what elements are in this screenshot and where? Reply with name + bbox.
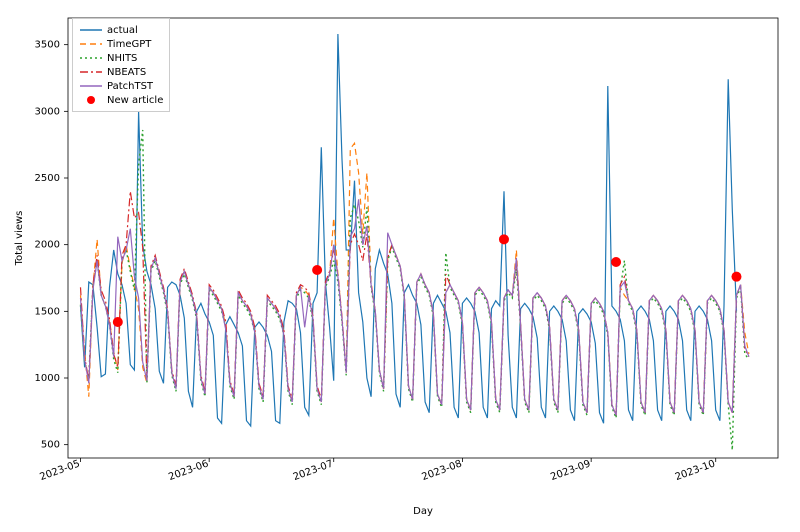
legend-item: PatchTST xyxy=(79,79,163,93)
svg-text:2023-09: 2023-09 xyxy=(549,458,592,483)
svg-text:Day: Day xyxy=(413,506,433,517)
legend-label: PatchTST xyxy=(107,81,153,92)
legend-item: NHITS xyxy=(79,51,163,65)
legend-swatch xyxy=(79,94,103,106)
legend-label: actual xyxy=(107,25,138,36)
legend-label: TimeGPT xyxy=(107,39,151,50)
legend-item: TimeGPT xyxy=(79,37,163,51)
legend-swatch xyxy=(79,38,103,50)
svg-text:2023-05: 2023-05 xyxy=(38,458,81,483)
series-actual xyxy=(81,34,737,426)
svg-text:500: 500 xyxy=(41,440,60,451)
svg-text:2023-08: 2023-08 xyxy=(420,458,463,483)
svg-text:Total views: Total views xyxy=(14,211,25,267)
svg-text:2023-07: 2023-07 xyxy=(292,458,335,483)
svg-text:2500: 2500 xyxy=(35,173,60,184)
legend-label: New article xyxy=(107,95,163,106)
legend-item: actual xyxy=(79,23,163,37)
legend-swatch xyxy=(79,66,103,78)
legend-swatch xyxy=(79,80,103,92)
svg-text:3000: 3000 xyxy=(35,106,60,117)
new-article-marker xyxy=(113,317,123,327)
timeseries-chart: 500 1000 1500 2000 2500 3000 3500 2023-05 2023-0… xyxy=(0,0,800,532)
legend-swatch xyxy=(79,24,103,36)
new-article-marker xyxy=(499,234,509,244)
svg-text:3500: 3500 xyxy=(35,40,60,51)
legend: actual TimeGPT NHITS NBEATS PatchTST New arti… xyxy=(72,18,170,112)
svg-text:2023-10: 2023-10 xyxy=(674,458,717,483)
series-NHITS xyxy=(81,130,749,450)
svg-text:2023-06: 2023-06 xyxy=(167,458,210,483)
new-article-marker xyxy=(312,265,322,275)
legend-label: NBEATS xyxy=(107,67,146,78)
series-PatchTST xyxy=(81,199,749,415)
svg-text:1000: 1000 xyxy=(35,373,60,384)
legend-label: NHITS xyxy=(107,53,137,64)
legend-swatch xyxy=(79,52,103,64)
svg-text:2000: 2000 xyxy=(35,240,60,251)
legend-item: NBEATS xyxy=(79,65,163,79)
svg-text:1500: 1500 xyxy=(35,306,60,317)
new-article-marker xyxy=(611,257,621,267)
legend-item: New article xyxy=(79,93,163,107)
new-article-marker xyxy=(731,272,741,282)
